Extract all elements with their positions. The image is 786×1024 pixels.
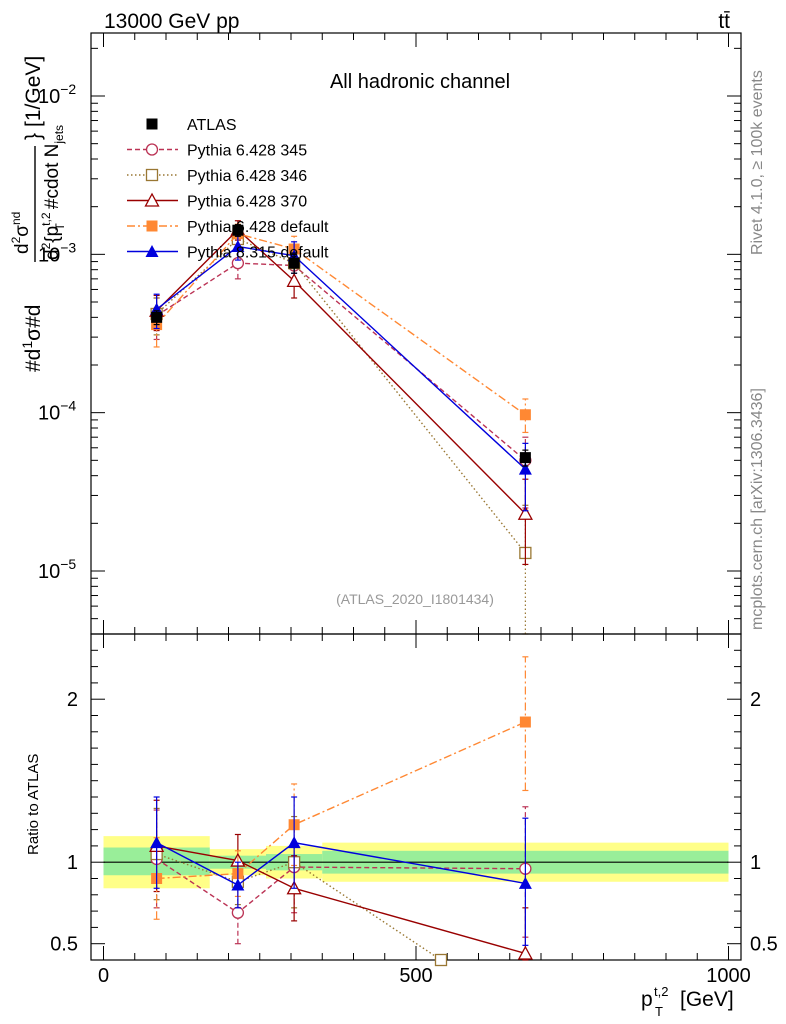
ratio-series-py8 xyxy=(150,796,532,946)
ratio-y-tick-label: 0.5 xyxy=(50,934,78,956)
analysis-watermark: (ATLAS_2020_I1801434) xyxy=(336,591,494,607)
ratio-point-py8 xyxy=(287,836,301,849)
legend-item-py8: Pythia 8.315 default xyxy=(127,245,329,262)
main-y-tick-label: 10−4 xyxy=(38,398,76,425)
main-line-py346 xyxy=(156,238,526,554)
main-series-atlas xyxy=(151,224,531,467)
main-point-py370 xyxy=(286,272,302,288)
svg-text:p: p xyxy=(641,988,653,1011)
legend-label: Pythia 8.315 default xyxy=(187,245,329,262)
main-line-py370 xyxy=(156,228,526,515)
legend-marker xyxy=(146,118,158,130)
main-line-py345 xyxy=(156,262,526,461)
ratio-point-py345 xyxy=(231,906,245,919)
legend-item-pydefault: Pythia 6.428 default xyxy=(127,219,329,236)
x-tick-label: 1000 xyxy=(706,965,751,987)
svg-text:#d1σ#d: #d1σ#d xyxy=(19,305,45,372)
legend-label: Pythia 6.428 345 xyxy=(187,143,307,160)
main-y-ticks: 10−5 10−4 10−3 10−2 xyxy=(38,47,741,635)
ratio-point-pydefault xyxy=(519,716,531,728)
ratio-y-ticks: 0.5 0.5 1 1 2 2 xyxy=(50,649,778,956)
ratio-y-tick-label: 1 xyxy=(67,852,78,874)
legend-item-atlas: ATLAS xyxy=(146,117,237,134)
ratio-line-py8 xyxy=(156,841,526,886)
x-axis-label: p t,2 T [GeV] xyxy=(641,984,734,1019)
main-point-py8 xyxy=(150,302,164,315)
ratio-point-py346 xyxy=(434,953,448,967)
main-line-pydefault xyxy=(156,232,526,416)
ratio-frame xyxy=(90,633,742,961)
svg-text:d2{pt,2T#cdot Njets: d2{pt,2T#cdot Njets xyxy=(39,125,67,260)
ratio-y-tick-label-right: 0.5 xyxy=(750,934,778,956)
main-point-atlas xyxy=(232,224,244,236)
x-tick-label: 0 xyxy=(98,965,109,987)
ratio-y-axis-label: Ratio to ATLAS xyxy=(25,754,42,855)
svg-text:}[1/GeV]: }[1/GeV] xyxy=(22,56,45,140)
main-point-py8 xyxy=(231,240,245,253)
main-y-axis-label: #d1σ#d d2σnd d2{pt,2T#cdot Njets }[1/GeV… xyxy=(9,56,67,372)
ratio-point-py8 xyxy=(518,876,532,889)
ratio-line-py345 xyxy=(156,858,526,914)
legend-label: Pythia 6.428 370 xyxy=(187,194,307,211)
ratio-y-tick-label-right: 2 xyxy=(750,689,761,711)
rivet-version-note: Rivet 4.1.0, ≥ 100k events xyxy=(749,70,766,255)
main-series-py370 xyxy=(149,220,533,566)
legend-item-py346: Pythia 6.428 346 xyxy=(127,168,307,185)
main-y-tick-label: 10−3 xyxy=(38,239,76,266)
legend-marker xyxy=(145,245,159,257)
legend-label: ATLAS xyxy=(187,117,237,134)
main-point-atlas xyxy=(519,452,531,464)
legend-label: Pythia 6.428 346 xyxy=(187,168,307,185)
main-point-atlas xyxy=(151,311,163,323)
ratio-x-ticks: 0 500 1000 xyxy=(98,634,751,987)
legend-label: Pythia 6.428 default xyxy=(187,219,329,236)
x-tick-label: 500 xyxy=(399,965,432,987)
main-point-pydefault xyxy=(519,409,531,421)
legend-item-py345: Pythia 6.428 345 xyxy=(127,143,307,160)
main-y-tick-label: 10−5 xyxy=(38,556,76,583)
ratio-y-tick-label-right: 1 xyxy=(750,852,761,874)
svg-text:T: T xyxy=(655,1004,663,1019)
mcplots-note: mcplots.cern.ch [arXiv:1306.3436] xyxy=(749,388,766,630)
ratio-y-tick-label: 2 xyxy=(67,689,78,711)
main-series-py346 xyxy=(150,228,532,635)
main-panel: 10−5 10−4 10−3 10−2 xyxy=(38,32,742,635)
svg-text:[GeV]: [GeV] xyxy=(680,988,734,1011)
process-label: tt̄ xyxy=(718,10,730,33)
chart-title: All hadronic channel xyxy=(330,71,510,93)
ratio-point-py8 xyxy=(231,878,245,891)
svg-text:t,2: t,2 xyxy=(654,984,668,999)
ratio-line-py370 xyxy=(156,845,526,955)
main-series-py8 xyxy=(150,234,532,512)
main-y-tick-label: 10−2 xyxy=(38,81,76,108)
legend: ATLAS Pythia 6.428 345 Pythia 6.428 346 Pyt… xyxy=(127,117,329,262)
main-x-ticks xyxy=(103,33,729,634)
legend-marker xyxy=(145,143,159,156)
beam-label: 13000 GeV pp xyxy=(104,10,239,33)
legend-item-py370: Pythia 6.428 370 xyxy=(127,192,307,211)
main-point-atlas xyxy=(288,257,300,269)
ratio-point-py370 xyxy=(517,945,533,960)
main-series-py345 xyxy=(150,249,532,509)
svg-text:d2σnd: d2σnd xyxy=(9,212,33,254)
ratio-line-pydefault xyxy=(156,721,526,880)
legend-marker xyxy=(146,220,158,232)
main-point-py8 xyxy=(518,462,532,475)
ratio-panel: 0.5 0.5 1 1 2 2 0 500 1000 xyxy=(50,633,778,987)
legend-marker xyxy=(145,168,159,182)
main-line-py8 xyxy=(156,245,526,470)
legend-marker xyxy=(144,192,160,207)
main-point-py370 xyxy=(517,505,533,520)
ratio-point-py8 xyxy=(150,836,164,849)
